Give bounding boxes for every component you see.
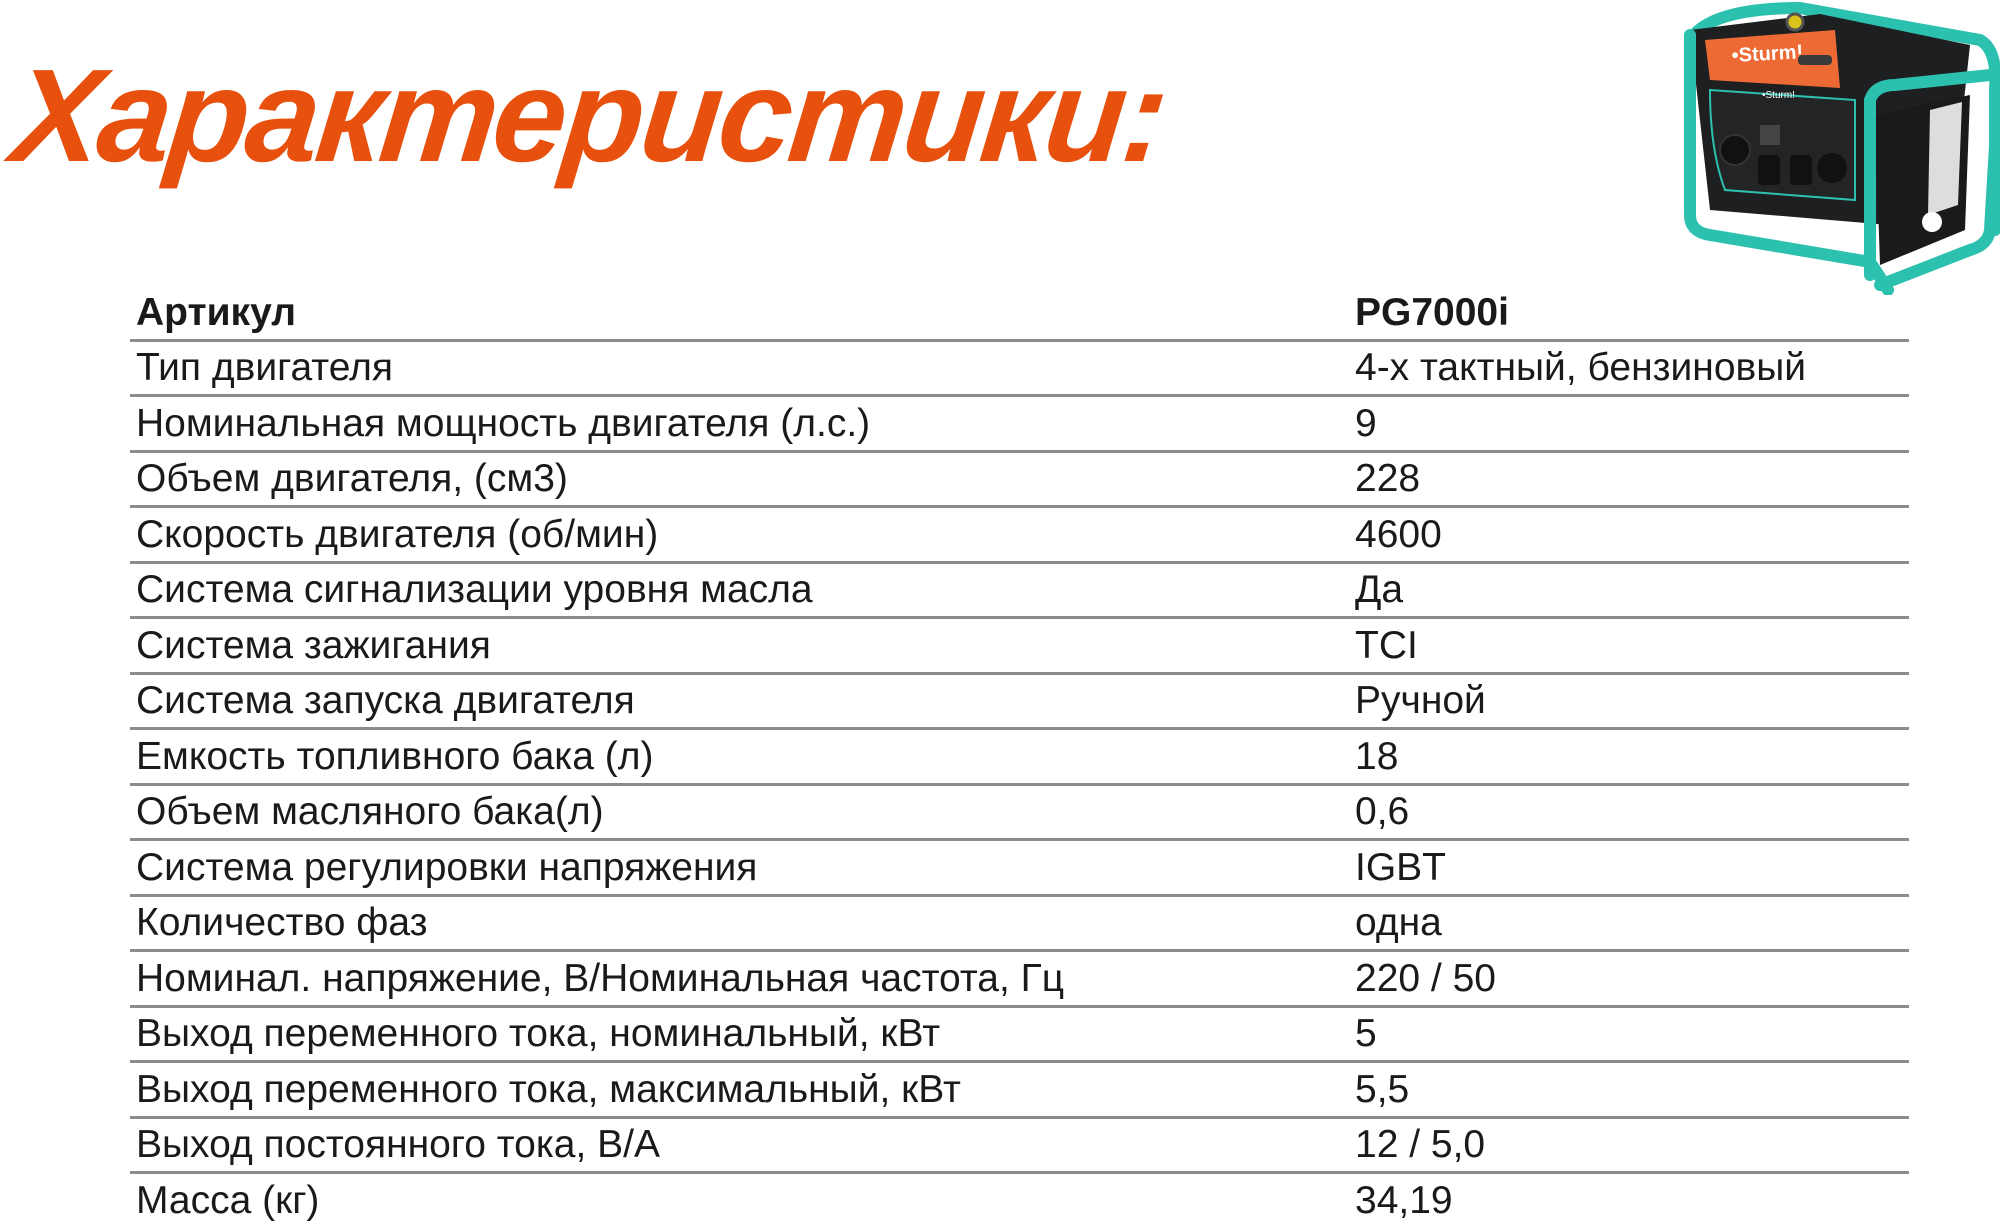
svg-text:•Sturm!: •Sturm! [1731, 41, 1804, 67]
table-row: Емкость топливного бака (л) 18 [130, 730, 1909, 786]
table-row: Выход переменного тока, номинальный, кВт… [130, 1008, 1909, 1063]
spec-value: одна [1355, 901, 1442, 944]
table-row: Тип двигателя 4-х тактный, бензиновый [130, 342, 1909, 397]
spec-name: Система запуска двигателя [136, 679, 635, 722]
spec-value: 9 [1355, 401, 1377, 445]
spec-name: Система зажигания [136, 623, 491, 667]
spec-name: Выход переменного тока, максимальный, кВ… [136, 1067, 961, 1111]
table-header-row: Артикул PG7000i [130, 286, 1909, 342]
spec-value: 4600 [1355, 512, 1442, 556]
spec-name: Выход переменного тока, номинальный, кВт [136, 1012, 941, 1055]
spec-name: Выход постоянного тока, В/А [136, 1123, 660, 1166]
spec-value: 228 [1355, 457, 1421, 500]
table-row: Масса (кг) 34,19 [130, 1174, 1909, 1227]
spec-name: Номинал. напряжение, В/Номинальная часто… [136, 956, 1065, 1000]
spec-value: 5,5 [1355, 1067, 1410, 1111]
spec-name: Тип двигателя [136, 346, 394, 389]
header-key: Артикул [136, 290, 297, 334]
spec-value: 18 [1355, 734, 1399, 778]
table-row: Система регулировки напряжения IGBT [130, 841, 1909, 897]
table-row: Объем двигателя, (см3) 228 [130, 453, 1909, 508]
table-row: Номинальная мощность двигателя (л.с.) 9 [130, 397, 1909, 453]
spec-name: Емкость топливного бака (л) [136, 734, 654, 778]
generator-product-image: •Sturm! •Sturm! [1684, 1, 2000, 295]
spec-name: Система сигнализации уровня масла [136, 568, 813, 611]
table-row: Система сигнализации уровня масла Да [130, 564, 1909, 619]
specifications-table: Артикул PG7000i Тип двигателя 4-х тактный… [130, 286, 1909, 1227]
spec-value: 12 / 5,0 [1355, 1123, 1486, 1166]
spec-value: IGBT [1355, 845, 1447, 889]
header-value: PG7000i [1355, 290, 1509, 334]
table-row: Система запуска двигателя Ручной [130, 675, 1909, 730]
spec-name: Масса (кг) [136, 1178, 320, 1222]
spec-name: Скорость двигателя (об/мин) [136, 512, 659, 556]
spec-name: Объем двигателя, (см3) [136, 457, 568, 500]
table-row: Система зажигания TCI [130, 619, 1909, 675]
table-row: Скорость двигателя (об/мин) 4600 [130, 508, 1909, 564]
svg-text:•Sturm!: •Sturm! [1762, 90, 1795, 101]
spec-name: Система регулировки напряжения [136, 845, 758, 889]
spec-name: Количество фаз [136, 901, 428, 944]
spec-value: 0,6 [1355, 790, 1410, 833]
spec-name: Номинальная мощность двигателя (л.с.) [136, 401, 871, 445]
spec-value: Да [1355, 568, 1404, 611]
table-row: Количество фаз одна [130, 897, 1909, 952]
spec-name: Объем масляного бака(л) [136, 790, 604, 833]
spec-value: 34,19 [1355, 1178, 1453, 1222]
spec-value: 4-х тактный, бензиновый [1355, 346, 1807, 389]
spec-value: TCI [1355, 623, 1418, 667]
table-row: Выход постоянного тока, В/А 12 / 5,0 [130, 1119, 1909, 1174]
table-row: Выход переменного тока, максимальный, кВ… [130, 1063, 1909, 1119]
spec-value: 220 / 50 [1355, 956, 1496, 1000]
page-title: Характеристики: [6, 42, 1173, 189]
spec-value: Ручной [1355, 679, 1486, 722]
table-row: Объем масляного бака(л) 0,6 [130, 786, 1909, 841]
spec-value: 5 [1355, 1012, 1377, 1055]
table-row: Номинал. напряжение, В/Номинальная часто… [130, 952, 1909, 1008]
